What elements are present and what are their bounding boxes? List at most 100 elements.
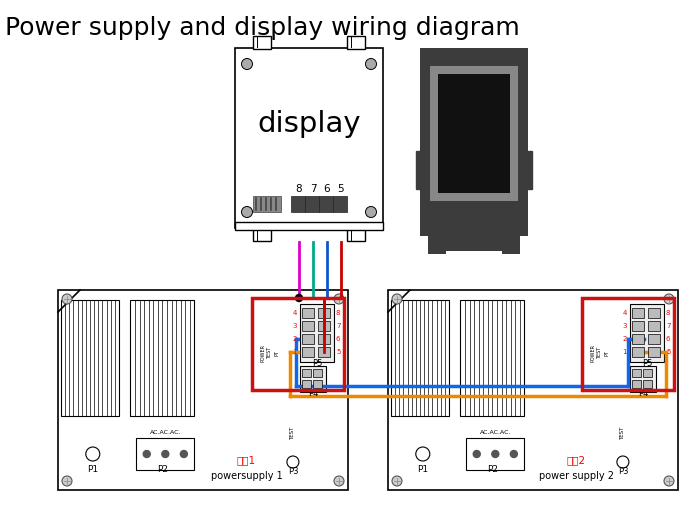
Bar (319, 196, 333, 212)
Circle shape (416, 447, 430, 461)
Bar (253, 36, 271, 49)
Bar (235, 222, 383, 230)
Bar (632, 347, 644, 357)
Text: 电源2: 电源2 (567, 455, 586, 465)
Bar (291, 196, 305, 212)
Bar (420, 48, 528, 236)
Bar (632, 308, 644, 318)
Bar (428, 248, 446, 254)
Text: 4: 4 (293, 310, 297, 316)
Text: 8: 8 (336, 310, 341, 316)
Text: 2: 2 (623, 336, 627, 342)
Bar (302, 380, 311, 388)
Bar (524, 151, 532, 189)
Text: power supply 2: power supply 2 (539, 471, 614, 481)
Bar (643, 380, 652, 388)
Bar (430, 66, 518, 201)
Bar (630, 366, 656, 392)
Text: 8: 8 (666, 310, 670, 316)
Circle shape (366, 59, 377, 70)
Text: 5: 5 (336, 349, 340, 355)
Bar (648, 308, 660, 318)
Text: 6: 6 (323, 184, 330, 194)
Text: 7: 7 (666, 323, 670, 329)
Bar (388, 290, 678, 490)
Bar (632, 380, 641, 388)
Circle shape (473, 451, 480, 457)
Bar (300, 304, 334, 362)
Text: P3: P3 (618, 467, 628, 476)
Bar (466, 438, 524, 470)
Text: AC.AC.AC.: AC.AC.AC. (149, 430, 181, 435)
Bar (630, 304, 664, 362)
Text: 8: 8 (296, 184, 303, 194)
Circle shape (334, 476, 344, 486)
Text: P4: P4 (638, 389, 648, 398)
Bar (632, 369, 641, 377)
Text: 5: 5 (338, 184, 344, 194)
Text: 7: 7 (310, 184, 316, 194)
Bar (391, 300, 449, 416)
Text: P5: P5 (642, 359, 652, 368)
Circle shape (86, 447, 100, 461)
Circle shape (510, 451, 517, 457)
Text: TEST: TEST (620, 426, 625, 440)
Circle shape (180, 451, 187, 457)
Circle shape (392, 476, 402, 486)
Bar (648, 347, 660, 357)
Bar (461, 300, 524, 416)
Text: P5: P5 (312, 359, 322, 368)
Circle shape (617, 456, 629, 468)
Bar (61, 300, 119, 416)
Circle shape (296, 295, 303, 301)
Text: display: display (257, 110, 361, 138)
Bar (648, 334, 660, 344)
Bar (318, 347, 330, 357)
Bar (302, 308, 314, 318)
Text: 1: 1 (623, 349, 627, 355)
Text: 3: 3 (292, 323, 297, 329)
Circle shape (242, 59, 253, 70)
Bar (302, 369, 311, 377)
Bar (347, 228, 365, 241)
Text: 2: 2 (293, 336, 297, 342)
Bar (632, 321, 644, 331)
Bar (300, 366, 326, 392)
Text: P1: P1 (87, 465, 99, 474)
Text: 3: 3 (623, 323, 627, 329)
Bar (235, 48, 383, 228)
Text: 电源1: 电源1 (237, 455, 256, 465)
Text: P4: P4 (308, 389, 318, 398)
Circle shape (664, 294, 674, 304)
Bar (347, 36, 365, 49)
Bar (632, 334, 644, 344)
Bar (333, 196, 347, 212)
Text: P3: P3 (287, 467, 298, 476)
Text: 4: 4 (623, 310, 627, 316)
Text: P2: P2 (487, 465, 498, 474)
Text: 7: 7 (336, 323, 341, 329)
Circle shape (62, 476, 72, 486)
Text: TEST: TEST (290, 426, 296, 440)
Text: AC.AC.AC.: AC.AC.AC. (480, 430, 511, 435)
Circle shape (143, 451, 150, 457)
Circle shape (334, 294, 344, 304)
Text: 1: 1 (292, 349, 297, 355)
Bar (313, 369, 322, 377)
Bar (302, 334, 314, 344)
Bar (253, 228, 271, 241)
Text: POWER
TEST
PT: POWER TEST PT (590, 344, 609, 362)
Text: P1: P1 (417, 465, 428, 474)
Bar (130, 300, 194, 416)
Bar (313, 380, 322, 388)
Text: 6: 6 (336, 336, 341, 342)
Bar (136, 438, 194, 470)
Bar (58, 290, 348, 490)
Text: P2: P2 (157, 465, 168, 474)
Circle shape (392, 294, 402, 304)
Bar (253, 196, 281, 212)
Bar (302, 347, 314, 357)
Text: Power supply and display wiring diagram: Power supply and display wiring diagram (5, 16, 520, 40)
Bar (582, 298, 674, 390)
Bar (416, 151, 424, 189)
